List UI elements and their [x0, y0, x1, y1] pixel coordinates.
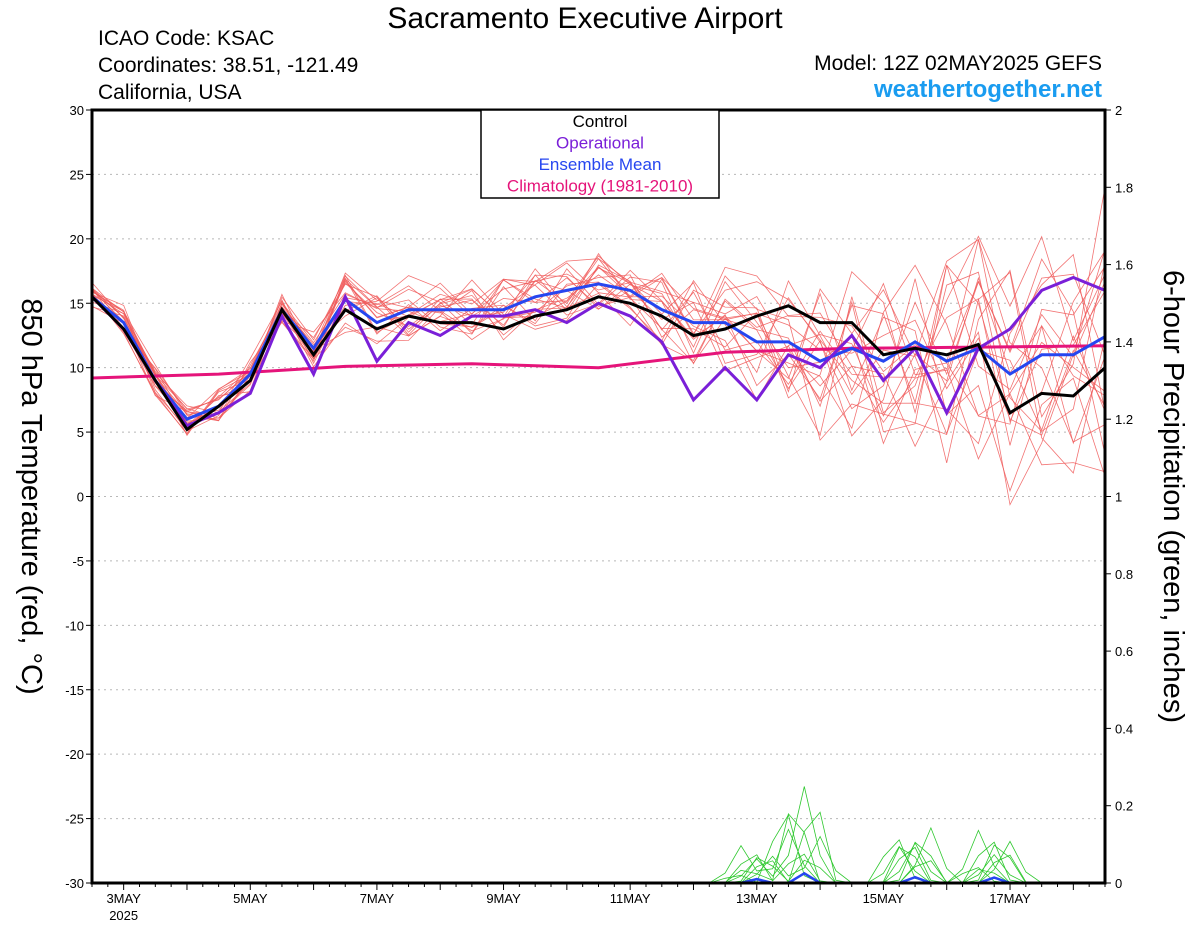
y2-axis-label: 6-hour Precipitation (green, inches) — [1157, 270, 1189, 723]
y2-tick-label: 0 — [1115, 876, 1122, 891]
ensemble-mean-line — [91, 282, 1106, 422]
member-line — [91, 187, 1106, 463]
axis-labels: 850 hPa Temperature (red, °C) 6-hour Prec… — [15, 270, 1189, 723]
y2-tick-label: 1.8 — [1115, 180, 1133, 195]
operational-line — [90, 275, 1106, 428]
x-tick-label: 5MAY — [233, 891, 268, 906]
precip-member-line — [92, 811, 1105, 884]
legend-box — [480, 109, 720, 199]
legend: Control Operational Ensemble Mean Climatolo… — [480, 109, 720, 199]
legend-entry: Climatology (1981-2010) — [507, 177, 693, 196]
x-tick-label: 13MAY — [736, 891, 778, 906]
precip-member-line — [92, 786, 1105, 884]
x-tick-label: 3MAY — [106, 891, 141, 906]
y-tick-label: 25 — [70, 167, 84, 182]
precip-member-line — [92, 813, 1105, 884]
legend-entry: Control — [573, 112, 628, 131]
model-run: Model: 12Z 02MAY2025 GEFS — [814, 52, 1102, 75]
y-tick-label: -25 — [65, 812, 84, 827]
coordinates: Coordinates: 38.51, -121.49 — [98, 54, 359, 77]
y2-tick-label: 1.6 — [1115, 258, 1133, 273]
member-line — [91, 238, 1106, 443]
right-axis-ticks: 2 1.8 1.6 1.4 1.2 1 0.8 0.6 0.4 0.2 0 — [1105, 103, 1133, 891]
y2-tick-label: 0.8 — [1115, 567, 1133, 582]
y2-tick-label: 2 — [1115, 103, 1122, 118]
precip-member-line — [92, 828, 1105, 884]
x-tick-label: 11MAY — [610, 891, 651, 906]
legend-entry: Operational — [556, 134, 644, 153]
y2-tick-label: 1.2 — [1115, 412, 1133, 427]
precip-member-line — [92, 812, 1105, 884]
y2-tick-label: 0.2 — [1115, 799, 1133, 814]
precipitation-lines — [92, 786, 1105, 885]
gridlines — [92, 173, 1105, 820]
y-tick-label: -10 — [65, 618, 84, 633]
y2-tick-label: 0.4 — [1115, 721, 1133, 736]
member-line — [91, 264, 1106, 446]
member-line — [91, 250, 1106, 416]
x-tick-label: 9MAY — [486, 891, 521, 906]
member-line — [91, 255, 1106, 474]
precip-member-line — [92, 826, 1105, 884]
chart-title: Sacramento Executive Airport — [387, 2, 783, 35]
x-tick-label: 17MAY — [989, 891, 1031, 906]
precip-member-line — [92, 841, 1105, 884]
y-tick-label: -5 — [72, 554, 84, 569]
site-link[interactable]: weathertogether.net — [873, 76, 1102, 103]
icao-code: ICAO Code: KSAC — [98, 27, 275, 50]
legend-entry: Ensemble Mean — [539, 155, 662, 174]
y-tick-label: 10 — [70, 361, 84, 376]
member-line — [91, 235, 1106, 437]
x-tick-label: 15MAY — [863, 891, 905, 906]
member-line — [91, 258, 1106, 455]
y-tick-label: 20 — [70, 232, 84, 247]
y-tick-label: 5 — [77, 425, 84, 440]
y2-tick-label: 1 — [1115, 490, 1122, 505]
y-tick-label: 15 — [70, 296, 84, 311]
y-axis-label: 850 hPa Temperature (red, °C) — [15, 298, 47, 694]
y2-tick-label: 0.6 — [1115, 644, 1133, 659]
y-tick-label: -20 — [65, 747, 84, 762]
y2-tick-label: 1.4 — [1115, 335, 1133, 350]
series-lines — [90, 275, 1106, 432]
y-tick-label: -15 — [65, 683, 84, 698]
region: California, USA — [98, 81, 242, 104]
member-line — [91, 268, 1106, 473]
left-axis-ticks: 30 25 20 15 10 5 0 -5 -10 -15 -20 -25 -30 — [65, 103, 92, 891]
x-axis-ticks: 3MAY 5MAY 7MAY 9MAY 11MAY 13MAY 15MAY 17MAY 2025 — [91, 883, 1106, 923]
y-tick-label: -30 — [65, 876, 84, 891]
y-tick-label: 30 — [70, 103, 84, 118]
x-year-label: 2025 — [109, 908, 138, 923]
x-tick-label: 7MAY — [360, 891, 395, 906]
y-tick-label: 0 — [77, 490, 84, 505]
control-line — [90, 295, 1106, 432]
